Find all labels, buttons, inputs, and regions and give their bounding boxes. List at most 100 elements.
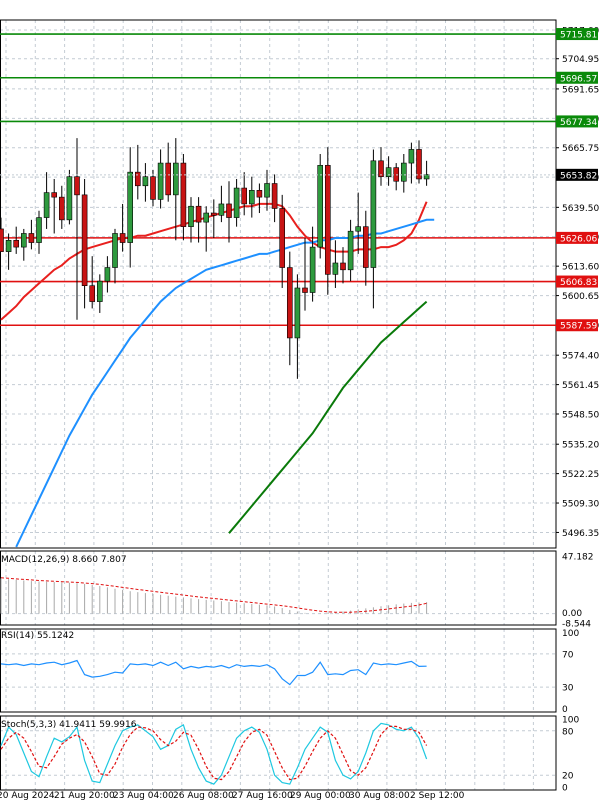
rsi-tick-label: 0 [562, 705, 568, 715]
candle-body [355, 226, 362, 232]
candle-body [423, 174, 430, 180]
x-tick-label: 20 Aug 2024 [0, 791, 55, 801]
rsi-line [0, 659, 427, 686]
rsi-panel [0, 659, 427, 686]
candle-body [362, 226, 369, 268]
candle-body [233, 187, 240, 218]
panel-frames [0, 19, 557, 791]
candle-body [188, 205, 194, 227]
macd-tick-label: 0.00 [562, 609, 582, 619]
candle-body [51, 192, 58, 198]
y-tick-label: 5509.30 [562, 500, 599, 510]
candle-body [370, 160, 377, 268]
stoch-tick-label: 20 [562, 772, 574, 782]
candle-body [97, 280, 103, 302]
candle-body [211, 212, 217, 216]
candle-body [256, 190, 263, 198]
candle-body [58, 196, 65, 221]
y-axis-tick-labels: 5717.605704.955691.655678.705665.755652.… [556, 26, 599, 794]
candle-body [28, 233, 35, 243]
candle-body [203, 212, 209, 223]
x-tick-label: 21 Aug 20:00 [54, 791, 115, 801]
candle-body [20, 233, 27, 248]
y-tick-label: 5691.65 [562, 85, 599, 95]
rsi-tick-label: 100 [562, 629, 579, 639]
candle-body [416, 149, 422, 180]
candle-body [127, 171, 133, 243]
level-label-box [556, 275, 598, 288]
candle-body [89, 285, 95, 302]
candle-body [66, 176, 73, 221]
candle-body [347, 230, 354, 271]
rsi-tick-label: 30 [562, 684, 574, 694]
macd-signal-line [0, 577, 427, 613]
y-tick-label: 5704.95 [562, 55, 599, 65]
macd-tick-label: 47.182 [562, 552, 594, 562]
stoch-tick-label: 0 [562, 784, 568, 794]
candle-body [157, 162, 164, 200]
y-tick-label: 5496.35 [562, 529, 599, 539]
stoch-panel [0, 722, 428, 785]
candle-body [81, 194, 88, 287]
x-tick-label: 29 Aug 00:00 [290, 791, 351, 801]
level-label-text: 5606.83 [560, 278, 597, 288]
candle-body [0, 228, 4, 252]
y-tick-label: 5535.20 [562, 441, 599, 451]
level-label-box [556, 28, 598, 41]
candle-body [195, 205, 202, 223]
candle-body [340, 262, 346, 271]
current-price-text: 5653.82 [560, 171, 597, 181]
y-tick-label: 5574.40 [562, 352, 599, 362]
candle-body [104, 267, 111, 282]
candle-body [400, 162, 407, 182]
candle-body [150, 176, 156, 200]
x-tick-label: 2 Sep 12:00 [410, 791, 465, 801]
x-tick-label: 26 Aug 08:00 [173, 791, 234, 801]
grid-lines [0, 20, 556, 790]
stoch-indicator-label: Stoch(5,3,3) 41.9411 59.9916 [1, 720, 137, 730]
candle-body [378, 160, 384, 177]
level-label-text: 5587.59 [560, 322, 597, 332]
moving-average-line [15, 218, 435, 548]
candle-body [279, 208, 286, 268]
candle-body [271, 183, 278, 209]
candle-body [5, 239, 12, 252]
stoch-tick-label: 100 [562, 715, 579, 725]
y-tick-label: 5561.45 [562, 381, 599, 391]
current-price-box [556, 168, 598, 181]
candle-body [249, 190, 255, 205]
candle-body [226, 203, 232, 218]
candle-body [142, 176, 149, 187]
candle-body [309, 246, 316, 293]
stoch-main-line [0, 722, 428, 785]
price-levels [0, 33, 556, 327]
level-label-text: 5696.57 [560, 74, 597, 84]
candle-body [324, 165, 331, 275]
y-tick-label: 5639.50 [562, 204, 599, 214]
level-price-labels: 5715.81 5696.57 5677.34 5626.06 5606.83 5587.… [0, 28, 598, 332]
y-tick-label: 5548.50 [562, 411, 599, 421]
candle-body [13, 239, 19, 248]
candle-body [294, 287, 301, 339]
candle-body [286, 267, 293, 339]
level-label-box [556, 115, 598, 128]
macd-panel [0, 577, 428, 614]
level-label-text: 5677.34 [560, 118, 597, 128]
y-tick-label: 5665.75 [562, 144, 599, 154]
y-tick-label: 5613.60 [562, 263, 599, 273]
x-tick-label: 23 Aug 04:00 [113, 791, 174, 801]
candle-body [302, 287, 308, 293]
candle-body [165, 162, 171, 196]
moving-average-line [228, 300, 428, 534]
candlesticks [0, 138, 430, 379]
candle-body [317, 165, 324, 248]
macd-tick-label: -8.544 [562, 620, 591, 630]
candle-body [332, 262, 339, 275]
y-tick-label: 5600.65 [562, 292, 599, 302]
candle-body [74, 176, 80, 196]
candle-body [135, 171, 141, 187]
candle-body [264, 183, 270, 198]
stoch-tick-label: 80 [562, 727, 574, 737]
